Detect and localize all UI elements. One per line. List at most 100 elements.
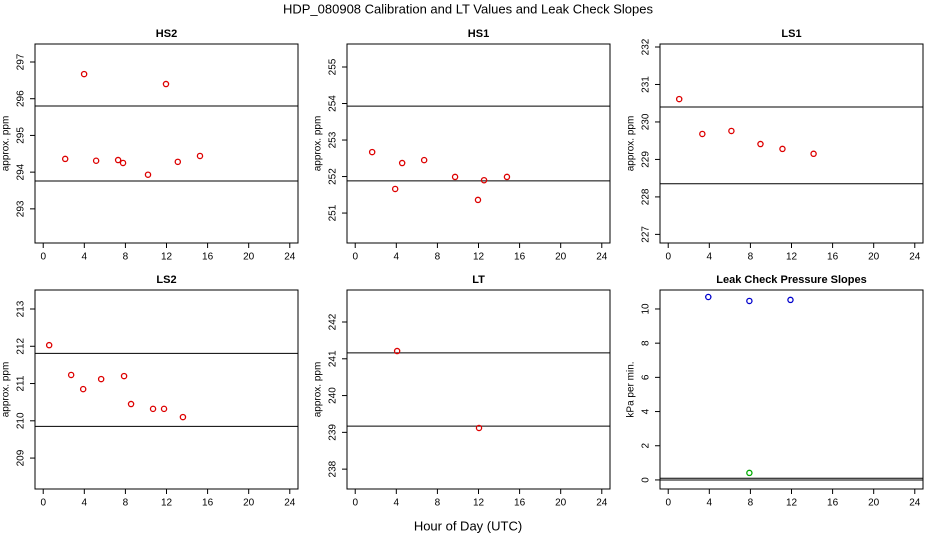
x-tick-label: 24	[284, 498, 296, 509]
x-tick-label: 8	[123, 498, 129, 509]
y-tick-label: 227	[641, 226, 652, 243]
x-tick-label: 12	[161, 498, 173, 509]
point	[119, 159, 127, 167]
y-tick-label: 293	[16, 200, 27, 217]
y-axis-label: approx. ppm	[1, 116, 12, 172]
x-tick-label: 0	[40, 498, 46, 509]
y-tick-label: 242	[328, 313, 339, 330]
panel-title: LT	[472, 274, 485, 286]
x-tick-label: 12	[473, 498, 485, 509]
point	[699, 130, 706, 138]
x-tick-label: 16	[827, 498, 839, 509]
x-tick-label: 20	[868, 498, 880, 509]
point	[160, 405, 168, 413]
y-axis-label: approx. ppm	[313, 116, 324, 172]
panel-title: LS1	[781, 28, 801, 40]
point	[80, 70, 88, 78]
y-axis-label: approx. ppm	[1, 362, 12, 418]
point	[144, 171, 152, 178]
x-tick-label: 0	[665, 498, 671, 509]
panel-title: HS1	[468, 28, 489, 40]
x-tick-label: 16	[827, 252, 839, 263]
point	[810, 150, 817, 158]
x-tick-label: 20	[555, 252, 567, 263]
point	[746, 469, 753, 477]
plot-frame	[659, 289, 924, 490]
x-tick-label: 8	[435, 498, 441, 509]
x-tick-label: 12	[161, 252, 173, 263]
point	[420, 156, 428, 164]
point	[196, 152, 204, 160]
y-tick-label: 211	[16, 375, 27, 391]
x-tick-label: 12	[473, 252, 485, 263]
y-tick-label: 253	[328, 131, 339, 148]
y-tick-label: 230	[641, 113, 652, 130]
x-tick-label: 0	[352, 252, 358, 263]
point	[114, 156, 122, 164]
point	[79, 385, 87, 393]
x-tick-label: 4	[707, 252, 713, 263]
y-tick-label: 8	[641, 340, 652, 346]
y-tick-label: 209	[16, 449, 27, 466]
x-tick-label: 12	[786, 498, 798, 509]
point	[728, 127, 735, 135]
y-tick-label: 251	[328, 204, 339, 221]
x-tick-label: 24	[596, 252, 608, 263]
plot-frame	[659, 43, 924, 244]
y-tick-label: 231	[641, 76, 652, 93]
point	[174, 158, 182, 166]
point	[779, 145, 786, 153]
point	[787, 296, 794, 304]
x-tick-label: 20	[243, 252, 255, 263]
x-tick-label: 4	[394, 252, 400, 263]
figure-title: HDP_080908 Calibration and LT Values and…	[283, 1, 654, 16]
point	[757, 140, 764, 148]
y-tick-label: 232	[641, 38, 652, 55]
y-tick-label: 255	[328, 58, 339, 75]
point	[475, 424, 483, 432]
x-axis-label: Hour of Day (UTC)	[414, 518, 522, 533]
point	[368, 148, 376, 156]
point	[480, 176, 488, 184]
y-axis-label: approx. ppm	[313, 362, 324, 418]
x-tick-label: 4	[82, 498, 88, 509]
x-tick-label: 16	[202, 252, 214, 263]
x-tick-label: 24	[909, 498, 921, 509]
y-tick-label: 229	[641, 151, 652, 168]
point	[451, 173, 459, 181]
y-tick-label: 10	[641, 303, 652, 315]
x-tick-label: 20	[868, 252, 880, 263]
panel-title: LS2	[156, 274, 176, 286]
y-axis-label: approx. ppm	[626, 116, 637, 172]
x-tick-label: 8	[748, 252, 754, 263]
y-tick-label: 6	[641, 374, 652, 380]
plot-frame	[34, 43, 299, 244]
point	[127, 400, 135, 408]
point	[61, 155, 69, 163]
point	[393, 347, 401, 355]
x-tick-label: 24	[596, 498, 608, 509]
y-tick-label: 4	[641, 408, 652, 414]
y-tick-label: 297	[16, 53, 27, 70]
point	[503, 173, 511, 181]
y-tick-label: 0	[641, 477, 652, 483]
x-tick-label: 4	[82, 252, 88, 263]
x-tick-label: 20	[243, 498, 255, 509]
point	[391, 185, 399, 193]
y-tick-label: 295	[16, 127, 27, 144]
panel-title: HS2	[156, 28, 177, 40]
x-tick-label: 0	[665, 252, 671, 263]
y-tick-label: 239	[328, 424, 339, 441]
plot-frame	[34, 289, 299, 490]
point	[162, 80, 170, 88]
y-tick-label: 228	[641, 188, 652, 205]
y-tick-label: 241	[328, 350, 339, 367]
point	[97, 375, 105, 383]
point	[398, 159, 406, 167]
y-tick-label: 213	[16, 300, 27, 317]
plot-frame	[346, 289, 611, 490]
x-tick-label: 12	[786, 252, 798, 263]
y-tick-label: 240	[328, 387, 339, 404]
point	[149, 405, 157, 413]
